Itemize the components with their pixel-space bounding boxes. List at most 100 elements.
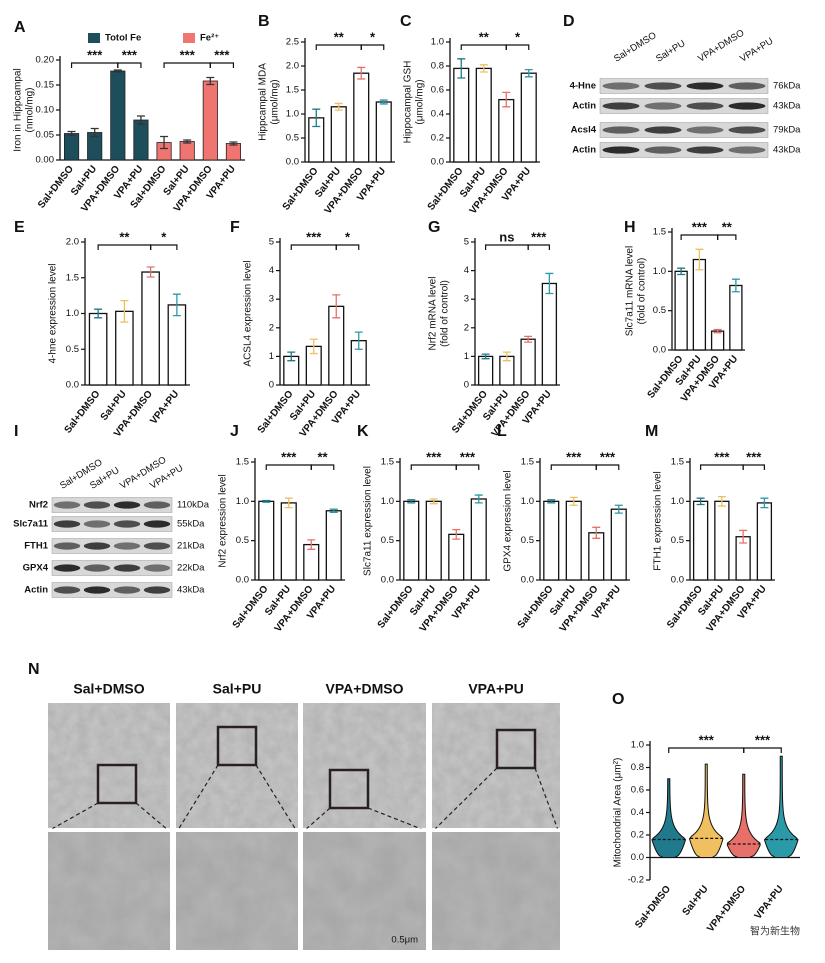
- bar: [470, 498, 487, 581]
- y-axis-label: FTH1 expression level: [653, 471, 664, 570]
- y-axis-label: Iron in Hippcampal: [13, 68, 24, 151]
- violin: [688, 763, 724, 858]
- panel-letter: I: [14, 423, 18, 440]
- error-bar: [120, 299, 129, 323]
- blot-strip: [51, 538, 173, 554]
- y-tick-label: 0.0: [521, 575, 534, 586]
- bar: [692, 500, 709, 581]
- bar: [202, 80, 218, 161]
- bar: [543, 500, 560, 581]
- blot-band: [143, 520, 171, 528]
- significance-bracket: [117, 62, 142, 68]
- blot-band: [83, 501, 111, 509]
- y-tick-label: 0.5: [381, 535, 394, 546]
- micrograph-high-texture: [176, 832, 298, 950]
- size-label: 55kDa: [177, 519, 205, 530]
- y-tick-label: 0.4: [631, 807, 644, 818]
- y-tick-label: 1.5: [66, 272, 79, 283]
- y-tick-label: 0: [269, 380, 274, 391]
- blot-band: [83, 586, 111, 594]
- y-axis-label: ACSL4 expression level: [243, 260, 254, 366]
- blot-band: [53, 501, 81, 509]
- significance-bracket: [209, 62, 235, 68]
- micrograph-high-texture: [48, 832, 170, 950]
- blot-strip: [51, 516, 173, 532]
- y-axis-label: (fold of control): [440, 280, 451, 347]
- significance-label: **: [334, 29, 345, 44]
- blot-band: [113, 501, 141, 509]
- y-tick-label: 0.6: [631, 785, 644, 796]
- micrograph-title: VPA+PU: [468, 681, 523, 697]
- panel-letter: B: [258, 13, 270, 30]
- error-bar: [545, 272, 554, 295]
- y-axis-label: Nrf2 expression level: [218, 474, 229, 567]
- y-tick-label: 0.00: [36, 155, 55, 166]
- significance-bracket: [505, 44, 530, 50]
- bar: [475, 67, 492, 163]
- y-tick-label: 0.0: [671, 575, 684, 586]
- zoom-line: [304, 807, 425, 831]
- size-label: 21kDa: [177, 541, 205, 552]
- error-bar: [524, 335, 533, 343]
- y-tick-label: 0.20: [36, 55, 55, 66]
- error-bar: [547, 499, 556, 504]
- significance-label: *: [370, 29, 376, 44]
- y-tick-label: 0: [464, 380, 469, 391]
- blot-strip: [599, 142, 769, 158]
- panel-letter: O: [612, 691, 624, 708]
- y-tick-label: 0.5: [521, 535, 534, 546]
- scale-bar-label: 0.5μm: [391, 935, 418, 946]
- bar: [714, 500, 730, 581]
- error-bar: [696, 497, 705, 506]
- significance-bracket: [360, 44, 385, 50]
- error-bar: [206, 76, 215, 86]
- significance-bracket: [595, 464, 620, 470]
- y-tick-label: 1.5: [236, 457, 249, 468]
- blot-band: [143, 501, 171, 509]
- y-tick-label: 0.4: [431, 109, 444, 120]
- legend-swatch: [183, 33, 195, 43]
- y-tick-label: 0.0: [66, 380, 79, 391]
- blot-band: [53, 586, 81, 594]
- significance-label: ***: [306, 229, 322, 244]
- y-tick-label: 0.0: [381, 575, 394, 586]
- significance-bracket: [742, 464, 765, 470]
- blot-band: [686, 126, 724, 134]
- error-bar: [474, 494, 483, 504]
- y-tick-label: 0.0: [286, 157, 299, 168]
- y-tick-label: 2.0: [286, 61, 299, 72]
- error-bar: [312, 108, 321, 128]
- blot-band: [728, 102, 766, 110]
- size-label: 76kDa: [773, 81, 801, 92]
- bar: [167, 304, 187, 386]
- blot-strip: [599, 78, 769, 94]
- y-tick-label: 0.0: [431, 157, 444, 168]
- size-label: 43kDa: [773, 101, 801, 112]
- micrograph-title: Sal+PU: [213, 681, 262, 697]
- y-tick-label: 0.5: [66, 344, 79, 355]
- y-tick-label: 5: [464, 237, 469, 248]
- y-tick-label: 1: [269, 351, 274, 362]
- error-bar: [262, 499, 271, 503]
- y-axis-label: Slc7a11 expression level: [363, 466, 374, 576]
- error-bar: [309, 338, 318, 355]
- bar: [498, 98, 515, 163]
- error-bar: [739, 529, 748, 544]
- error-bar: [67, 130, 76, 137]
- y-axis-label: Nrf2 mRNA level: [428, 277, 439, 351]
- error-bar: [332, 294, 341, 319]
- blot-band: [602, 126, 640, 134]
- error-bar: [379, 99, 388, 105]
- significance-label: *: [345, 229, 351, 244]
- row-label: FTH1: [24, 541, 48, 552]
- violin: [726, 773, 761, 858]
- blot-strip: [599, 122, 769, 138]
- size-label: 110kDa: [177, 500, 210, 511]
- bar: [674, 270, 688, 351]
- row-label: Actin: [572, 145, 596, 156]
- blot-band: [644, 102, 682, 110]
- significance-label: **: [119, 229, 130, 244]
- error-bar: [284, 497, 293, 509]
- zoom-line: [433, 767, 559, 831]
- error-bar: [717, 495, 726, 507]
